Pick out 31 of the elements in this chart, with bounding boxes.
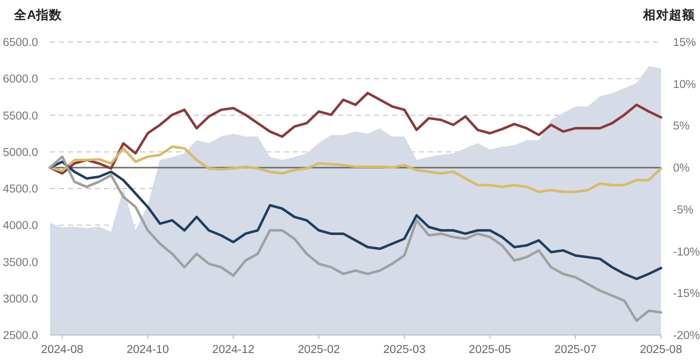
x-tick-label: 2024-08 [41, 344, 84, 356]
y2-tick-label: 10% [673, 78, 696, 91]
y2-axis-title: 相对超额 [642, 7, 696, 22]
y2-tick-label: -5% [673, 204, 694, 216]
y2-tick-label: -10% [673, 246, 700, 258]
y-tick-label: 3500.0 [2, 256, 38, 269]
x-tick-label: 2025-08 [640, 344, 682, 356]
y-tick-label: 5500.0 [2, 110, 38, 122]
line-series [48, 145, 662, 194]
x-tick-label: 2025-03 [383, 344, 426, 356]
y-tick-label: 4500.0 [2, 184, 38, 196]
y2-tick-label: -15% [673, 288, 700, 300]
line-series [48, 92, 662, 175]
y2-tick-label: 5% [673, 120, 690, 133]
y-tick-label: 3000.0 [2, 293, 38, 306]
y-axis-title: 全A指数 [13, 8, 64, 22]
x-tick-label: 2025-07 [554, 344, 597, 356]
x-tick-label: 2025-02 [298, 344, 340, 356]
y-tick-label: 6000.0 [2, 74, 38, 86]
y2-tick-label: 0% [673, 162, 690, 175]
x-tick-label: 2024-12 [212, 344, 254, 356]
y2-tick-label: -20% [673, 330, 700, 342]
line-series [48, 155, 662, 322]
y-tick-label: 5000.0 [2, 146, 38, 159]
y-tick-label: 2500.0 [2, 330, 38, 342]
y2-tick-label: 15% [673, 37, 696, 49]
line-series [48, 160, 662, 280]
x-tick-label: 2024-10 [126, 344, 169, 356]
y-tick-label: 6500.0 [2, 37, 38, 49]
x-tick-label: 2025-05 [468, 344, 512, 356]
y-tick-label: 4000.0 [2, 220, 38, 232]
